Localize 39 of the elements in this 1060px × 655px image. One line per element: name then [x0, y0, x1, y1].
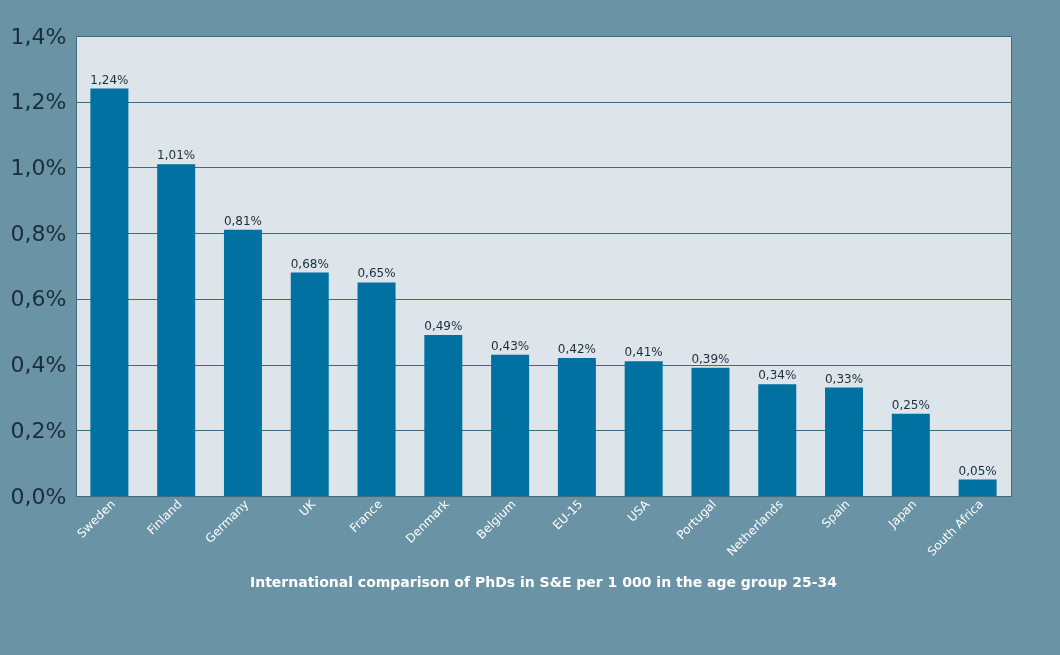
bar — [424, 335, 463, 496]
y-tick-label: 0,6% — [10, 286, 67, 312]
data-label: 0,41% — [624, 345, 663, 360]
text: International comparison of PhDs in S&E per 1 000 in the age group 25-34 — [249, 573, 838, 590]
bar — [90, 88, 129, 496]
data-label: 0,05% — [958, 463, 997, 478]
data-label: 0,42% — [557, 342, 596, 356]
bar — [557, 358, 596, 496]
data-label: 0,25% — [891, 397, 930, 412]
data-label: 0,34% — [758, 368, 797, 383]
bar — [223, 229, 262, 496]
y-tick-label: 0,8% — [10, 220, 67, 246]
bar — [357, 282, 396, 496]
y-tick-label: 1,0% — [10, 154, 67, 180]
y-tick-label: 0,2% — [10, 417, 67, 443]
x-tick-label: UK — [296, 496, 320, 519]
bar — [891, 413, 930, 496]
data-label: 1,01% — [157, 148, 196, 163]
bar — [491, 354, 530, 496]
data-label: 0,65% — [357, 266, 396, 281]
x-tick-label: USA — [624, 496, 653, 525]
data-label: 0,81% — [223, 213, 263, 228]
data-label: 0,43% — [491, 338, 530, 353]
data-label: 1,24% — [90, 72, 129, 87]
bar — [691, 367, 730, 496]
data-label: 0,33% — [824, 371, 864, 386]
bar — [825, 387, 864, 496]
bar — [157, 164, 196, 496]
bar — [958, 479, 997, 496]
bar — [624, 361, 663, 496]
bar — [290, 272, 329, 496]
y-tick-label: 0,4% — [10, 352, 67, 378]
y-tick-label: 0,0% — [10, 483, 67, 509]
bar — [758, 384, 797, 496]
data-label: 0,68% — [290, 256, 329, 271]
y-tick-label: 1,2% — [10, 89, 67, 115]
data-label: 0,39% — [691, 351, 730, 366]
y-tick-label: 1,4% — [10, 23, 67, 49]
data-label: 0,49% — [424, 319, 463, 333]
